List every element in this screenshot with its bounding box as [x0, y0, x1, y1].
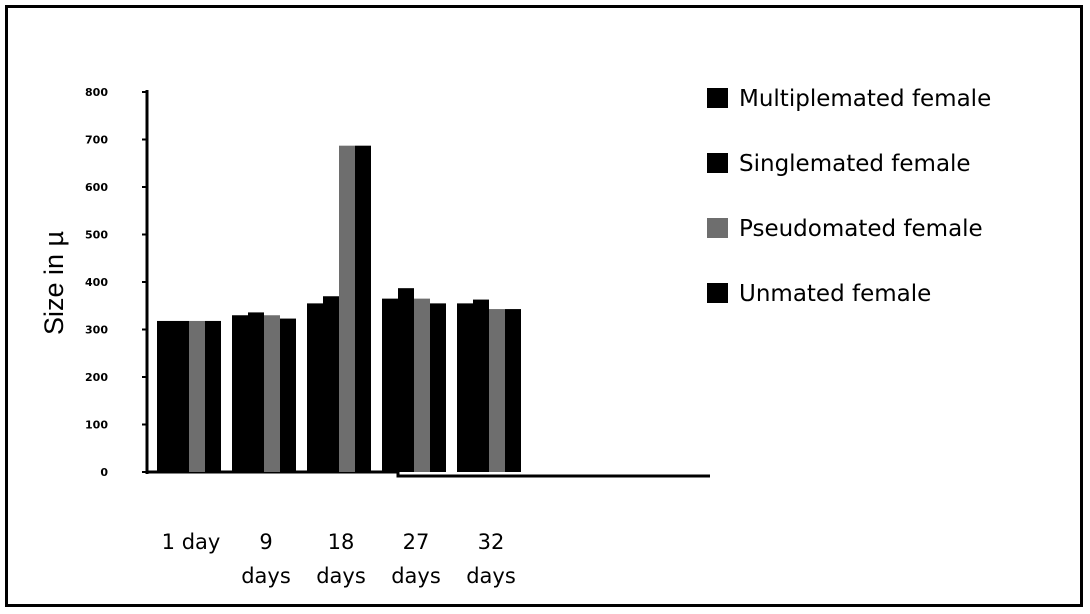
- legend-swatch: [707, 218, 728, 238]
- bar: [505, 309, 521, 472]
- bar: [473, 299, 489, 472]
- bar: [414, 298, 430, 472]
- bar: [205, 320, 221, 472]
- y-tick-label: 200: [85, 371, 108, 384]
- bar: [189, 320, 205, 472]
- legend-swatch: [707, 283, 728, 303]
- x-tick-label: days: [241, 564, 291, 588]
- bar: [382, 298, 398, 472]
- bar: [157, 320, 173, 472]
- bar: [339, 145, 355, 473]
- figure-frame: [5, 5, 1083, 607]
- legend-label: Multiplemated female: [739, 86, 991, 112]
- x-axis-line: [147, 470, 710, 478]
- legend: Multiplemated female Singlemated female Ps…: [707, 86, 991, 307]
- x-tick-label: 27: [403, 530, 430, 554]
- bar: [248, 312, 264, 472]
- x-tick-label: 9: [259, 530, 272, 554]
- y-tick-labels: 0 100 200 300 400 500 600 700 800: [85, 86, 108, 479]
- x-tick-label: 32: [478, 530, 505, 554]
- y-tick-label: 800: [85, 86, 108, 99]
- y-tick-label: 600: [85, 181, 108, 194]
- legend-label: Unmated female: [739, 281, 931, 307]
- bar: [398, 288, 414, 472]
- bar: [457, 303, 473, 472]
- bar: [232, 315, 248, 472]
- bar: [430, 303, 446, 472]
- x-tick-label: days: [316, 564, 366, 588]
- y-tick-label: 700: [85, 134, 108, 147]
- y-tick-label: 100: [85, 419, 108, 432]
- x-tick-label: days: [466, 564, 516, 588]
- bar: [489, 309, 505, 472]
- y-tick-label: 0: [100, 466, 108, 479]
- bar: [173, 320, 189, 472]
- legend-label: Singlemated female: [739, 151, 971, 177]
- y-tick-label: 400: [85, 276, 108, 289]
- bars: [157, 145, 521, 473]
- x-tick-labels: 1 day 9 days 18 days 27 days 32 days: [162, 530, 516, 588]
- y-axis-label: Size in µ: [39, 231, 69, 335]
- x-tick-label: days: [391, 564, 441, 588]
- bar: [307, 303, 323, 472]
- bar: [323, 296, 339, 472]
- y-tick-label: 300: [85, 324, 108, 337]
- x-tick-label: 18: [328, 530, 355, 554]
- legend-swatch: [707, 153, 728, 173]
- x-tick-label: 1 day: [162, 530, 221, 554]
- bar: [264, 315, 280, 472]
- legend-label: Pseudomated female: [739, 216, 983, 242]
- bar: [355, 145, 371, 473]
- y-tick-label: 500: [85, 229, 108, 242]
- bar: [280, 318, 296, 472]
- legend-swatch: [707, 88, 728, 108]
